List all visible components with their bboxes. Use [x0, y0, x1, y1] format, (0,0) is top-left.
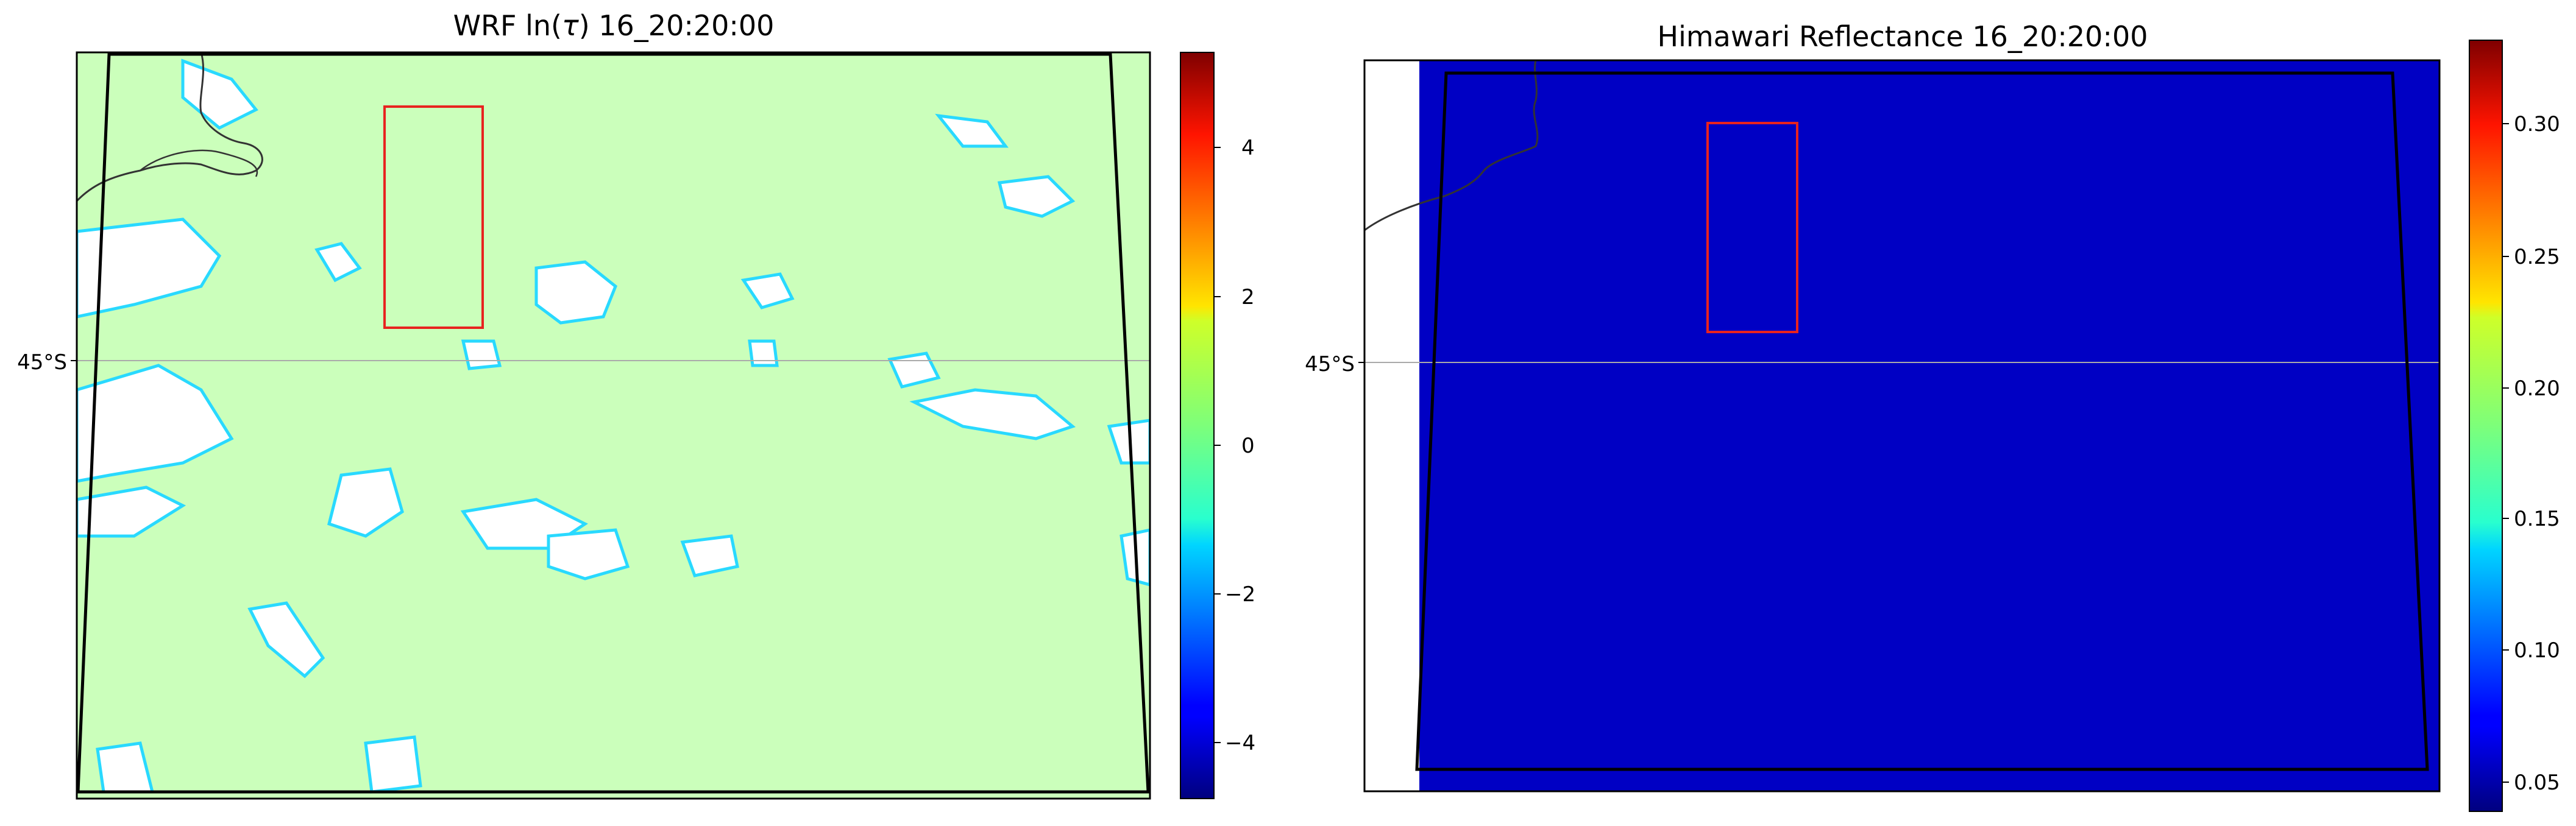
colorbar-gradient	[1180, 52, 1215, 799]
panel-himawari: Himawari Reflectance 16_20:20:00 45°S	[1305, 20, 2560, 812]
colorbar-tick: 2	[1241, 285, 1255, 309]
highlight-box	[1706, 122, 1798, 333]
colorbar-gradient	[2469, 40, 2503, 812]
colorbar: 0.30 0.25 0.20 0.15 0.10 0.05	[2469, 40, 2560, 812]
colorbar: 4 2 0 −2 −4	[1180, 52, 1255, 799]
colorbar-tick: 0.30	[2514, 112, 2560, 136]
panel-wrf: WRF ln(τ) 16_20:20:00	[17, 9, 1255, 800]
colorbar-tick: 0.25	[2514, 245, 2560, 269]
highlight-box	[383, 105, 484, 329]
coastline	[77, 52, 263, 202]
axes-frame	[1363, 59, 2441, 792]
map-field	[77, 52, 1150, 799]
domain-outline	[1415, 71, 2429, 771]
lat-label: 45°S	[1305, 352, 1355, 376]
colorbar-tick: 0.15	[2514, 507, 2560, 531]
domain-outline	[76, 52, 1150, 794]
colorbar-tick: −4	[1225, 731, 1255, 755]
colorbar-tick: 0.10	[2514, 638, 2560, 663]
colorbar-tick: 0	[1241, 434, 1255, 458]
coastline	[1364, 60, 1539, 231]
colorbar-tick: 0.05	[2514, 771, 2560, 795]
panel-title: Himawari Reflectance 16_20:20:00	[1658, 20, 2148, 53]
map-field	[1364, 60, 2439, 791]
axes-frame	[76, 51, 1151, 800]
colorbar-tick: 0.20	[2514, 376, 2560, 401]
colorbar-tick: 4	[1241, 136, 1255, 160]
lat-label: 45°S	[17, 350, 67, 375]
panel-title: WRF ln(τ) 16_20:20:00	[453, 9, 775, 42]
colorbar-tick: −2	[1225, 582, 1255, 607]
clear-sky-patches	[77, 58, 1150, 794]
